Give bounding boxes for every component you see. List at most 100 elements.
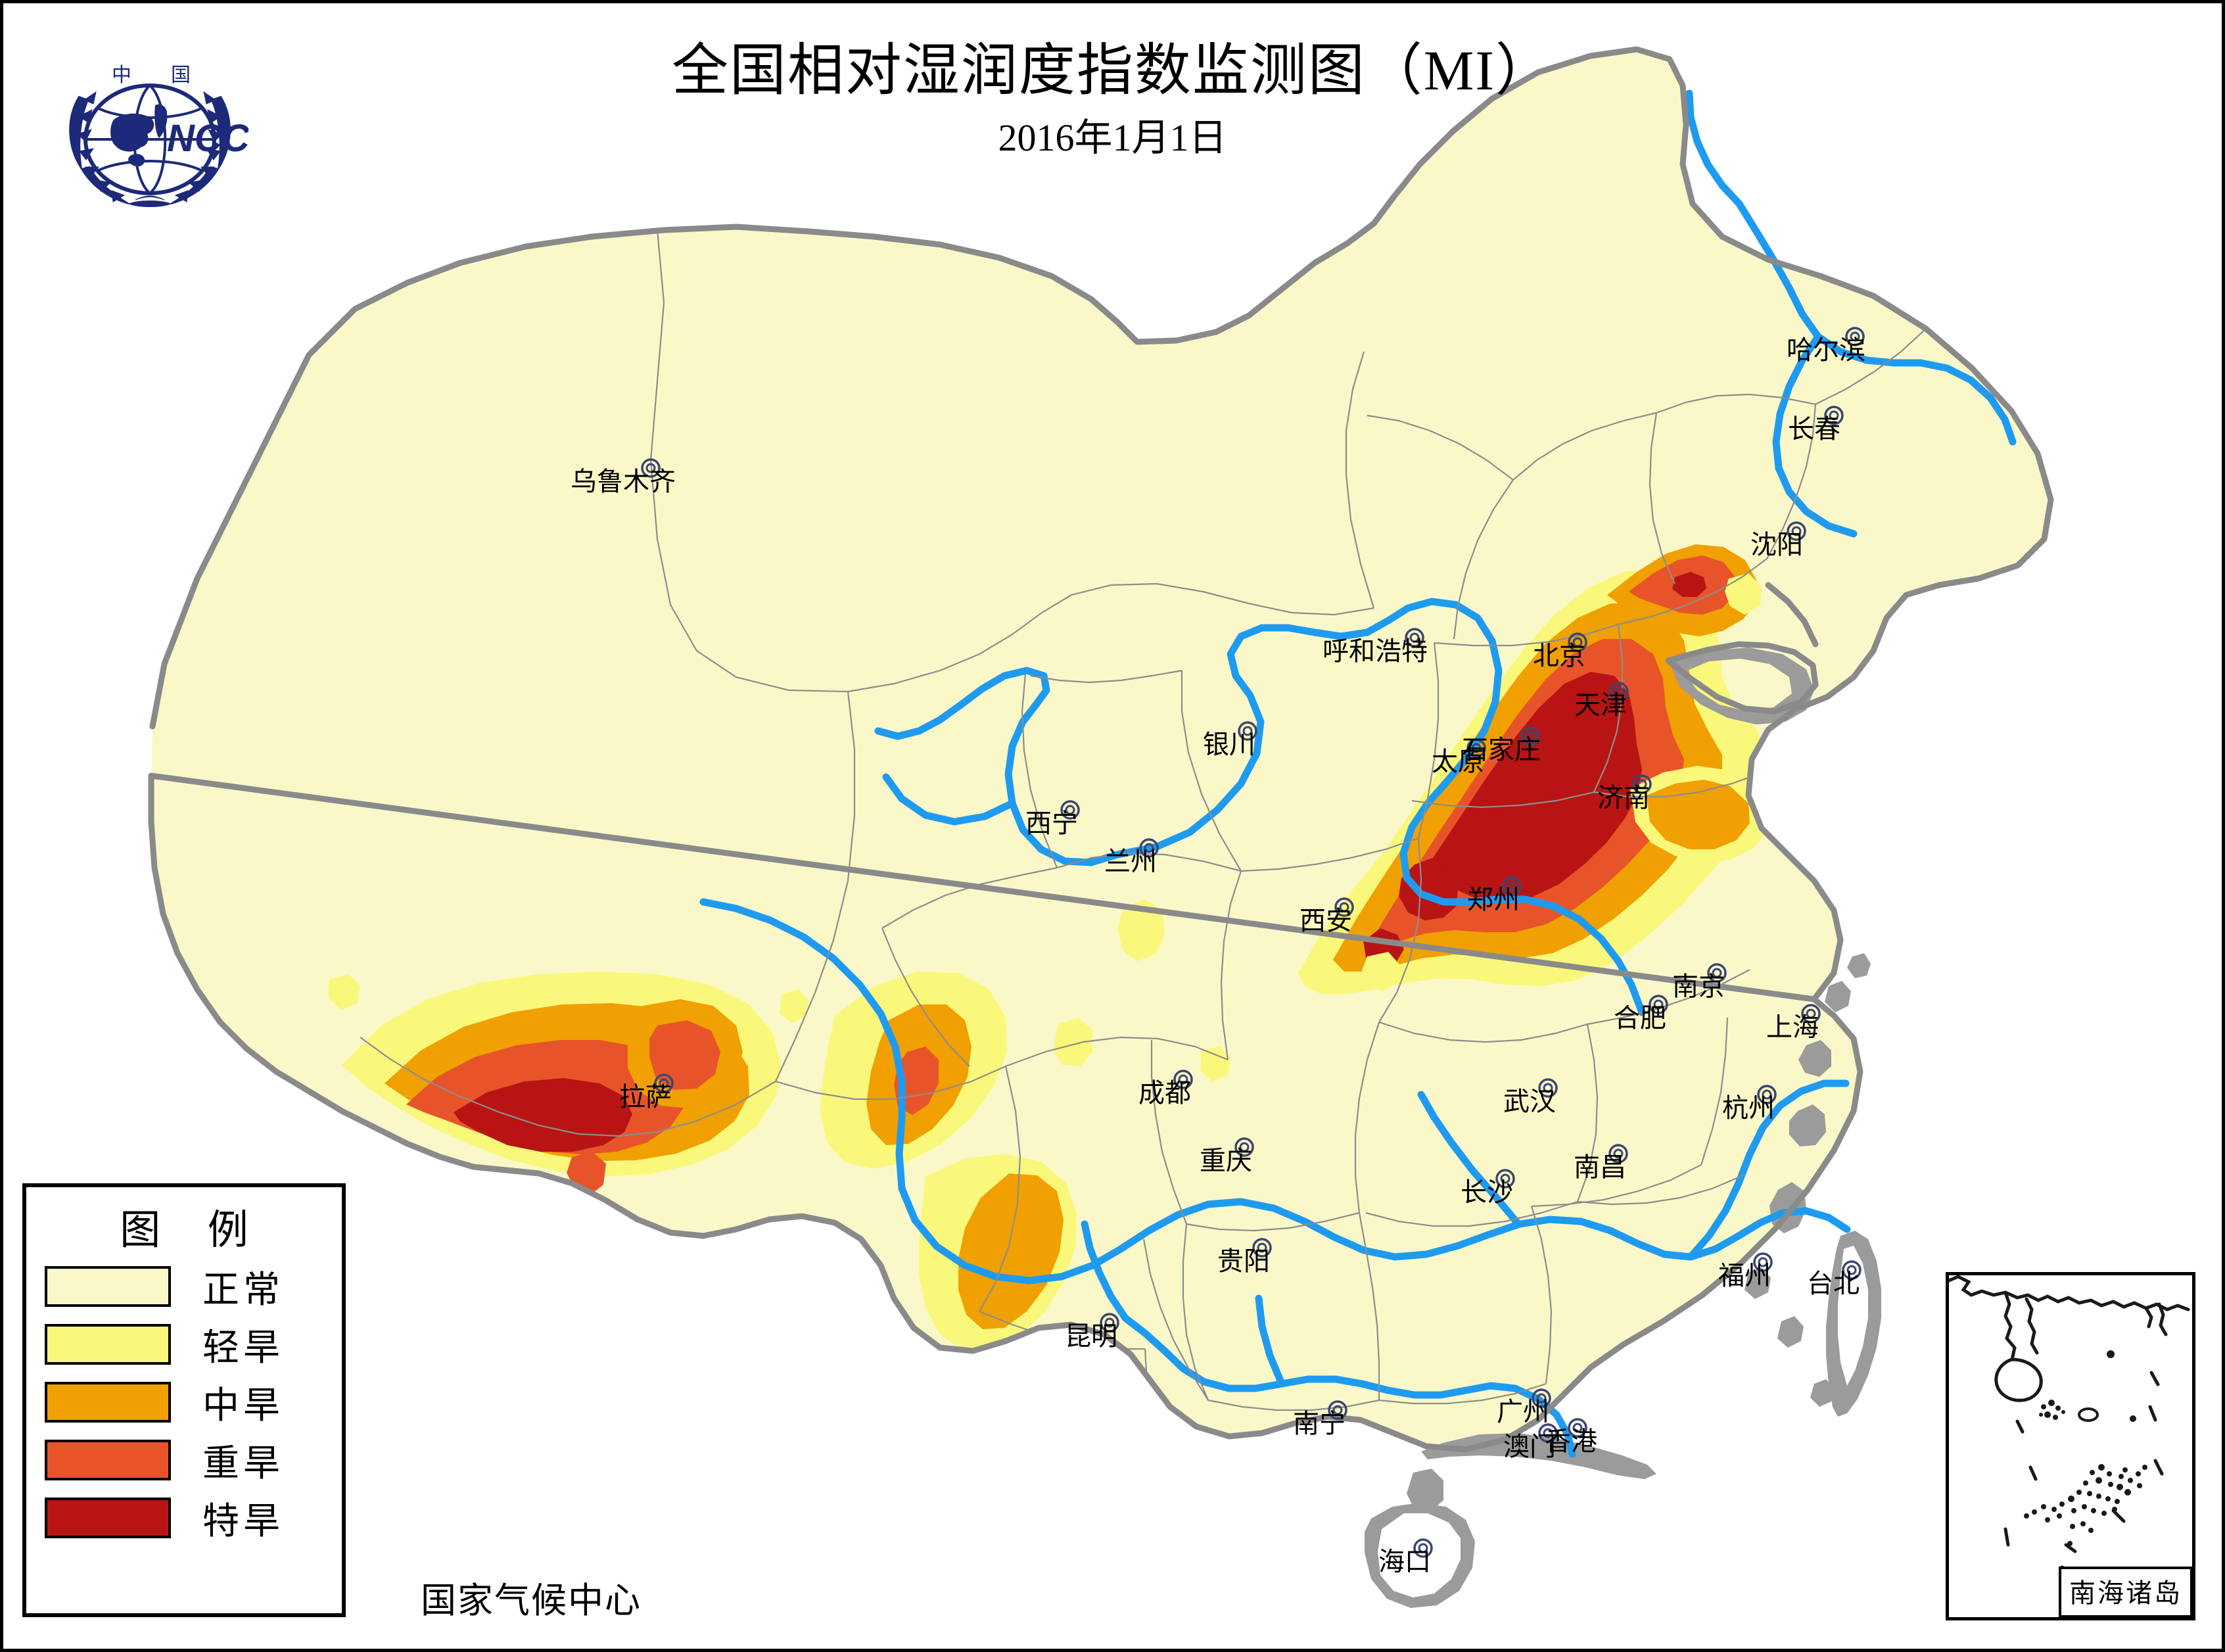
city-dot-icon [1753, 1252, 1773, 1272]
city-dot-icon [1632, 774, 1652, 794]
city-label: 香港 [1545, 1427, 1597, 1456]
legend-swatch-3 [45, 1382, 171, 1423]
city-label: 石家庄 [1462, 735, 1541, 765]
city-dot-icon [1824, 406, 1844, 425]
legend-swatch-5 [45, 1498, 171, 1538]
city-label: 海口 [1378, 1547, 1431, 1576]
city-label: 哈尔滨 [1787, 335, 1865, 365]
city-dot-inner-icon [1507, 881, 1517, 891]
city-dot-inner-icon [1572, 637, 1583, 648]
city-label: 成都 [1138, 1078, 1191, 1108]
legend-item-4: 重旱 [45, 1433, 342, 1487]
city-dot-icon [1609, 682, 1629, 701]
city-label: 南昌 [1574, 1152, 1626, 1182]
city-dot-icon [1495, 1169, 1515, 1189]
city-label: 长沙 [1461, 1177, 1513, 1207]
city-dot-inner-icon [1339, 902, 1349, 912]
city-label: 兰州 [1104, 847, 1157, 876]
city-marker: 呼和浩特 [1323, 628, 1428, 666]
city-label: 天津 [1574, 690, 1627, 720]
legend-swatch-2 [45, 1324, 171, 1365]
city-marker: 沈阳 [1750, 521, 1806, 559]
legend-title: 图 例 [120, 1208, 267, 1253]
city-marker: 济南 [1597, 774, 1652, 813]
city-dot-inner-icon [1543, 1083, 1553, 1093]
city-marker: 长春 [1788, 406, 1844, 444]
rivers [699, 89, 2017, 1458]
city-marker: 昆明 [1065, 1313, 1119, 1351]
city-label: 沈阳 [1750, 530, 1803, 559]
city-dot-inner-icon [1409, 632, 1420, 643]
city-dot-icon [1139, 838, 1159, 858]
city-dot-inner-icon [1614, 686, 1624, 697]
city-marker: 郑州 [1467, 876, 1522, 914]
city-dot-inner-icon [1653, 999, 1664, 1010]
legend-item-3: 中旱 [45, 1375, 342, 1429]
legend-box: 图 例 正常轻旱中旱重旱 特旱 [22, 1183, 346, 1617]
city-dot-inner-icon [1500, 1173, 1511, 1184]
city-dot-icon [654, 1074, 674, 1093]
city-dot-icon [1649, 995, 1668, 1014]
city-dot-inner-icon [1418, 1543, 1428, 1553]
yangtze-river [699, 898, 1851, 1285]
city-label: 西安 [1300, 906, 1352, 935]
city-marker: 西安 [1300, 897, 1354, 935]
city-marker: 澳门 [1503, 1423, 1558, 1461]
city-dot-inner-icon [1846, 1265, 1857, 1275]
city-marker: 兰州 [1104, 838, 1159, 876]
drought-contours [329, 544, 1769, 1351]
legend-swatch-4 [45, 1440, 171, 1480]
city-label: 合肥 [1614, 1003, 1666, 1033]
yellow-river [1113, 598, 1646, 1016]
city-label: 北京 [1533, 641, 1585, 671]
city-label: 拉萨 [619, 1082, 672, 1112]
city-label: 南京 [1672, 972, 1725, 1001]
city-marker: 杭州 [1722, 1085, 1777, 1123]
city-label: 西宁 [1025, 809, 1078, 838]
songhua-river [1735, 200, 2017, 446]
city-label: 杭州 [1722, 1093, 1775, 1123]
legend-swatch-1 [45, 1266, 171, 1307]
city-dot-inner-icon [1850, 331, 1860, 342]
city-dot-icon [1405, 628, 1424, 648]
city-marker: 银川 [1203, 721, 1257, 759]
city-marker: 太原 [1432, 738, 1486, 776]
city-dot-icon [1787, 521, 1806, 541]
city-dot-inner-icon [1332, 1405, 1343, 1415]
city-dot-inner-icon [1758, 1257, 1768, 1267]
city-marker: 乌鲁木齐 [571, 458, 676, 496]
legend-label-2: 轻旱 [202, 1327, 284, 1369]
legend-label-3: 中旱 [202, 1385, 284, 1427]
city-dot-inner-icon [1806, 1008, 1816, 1019]
city-dot-inner-icon [1712, 968, 1722, 978]
city-dot-icon [1234, 1137, 1254, 1157]
legend-item-1: 正常 [45, 1260, 342, 1313]
city-dot-icon [1252, 1238, 1272, 1258]
city-label: 广州 [1497, 1397, 1549, 1427]
south-china-sea-inset: 南海诸岛 [1946, 1272, 2195, 1620]
city-dot-inner-icon [1104, 1317, 1115, 1328]
city-label: 昆明 [1065, 1321, 1117, 1351]
city-marker: 西宁 [1025, 800, 1080, 838]
legend-item-5: 特旱 [45, 1491, 342, 1545]
city-dot-inner-icon [1791, 526, 1802, 536]
gansu-light-patches [329, 899, 1400, 1104]
city-dot-inner-icon [1065, 805, 1075, 815]
city-dot-inner-icon [1242, 726, 1253, 736]
legend-item-2: 轻旱 [45, 1317, 342, 1371]
city-label: 济南 [1597, 783, 1650, 813]
city-label: 上海 [1766, 1012, 1819, 1042]
city-dot-inner-icon [1536, 1393, 1547, 1404]
city-marker: 天津 [1574, 682, 1629, 720]
city-dot-inner-icon [1829, 410, 1839, 421]
city-dot-icon [1413, 1538, 1433, 1558]
city-marker: 上海 [1766, 1004, 1821, 1042]
city-dot-icon [1568, 632, 1587, 652]
city-marker: 拉萨 [619, 1074, 674, 1112]
city-marker: 广州 [1497, 1388, 1551, 1427]
city-marker: 南昌 [1574, 1144, 1628, 1182]
city-dot-inner-icon [1178, 1074, 1188, 1085]
city-marker: 海口 [1378, 1538, 1433, 1576]
liaoning-light-patch [1725, 573, 1762, 615]
